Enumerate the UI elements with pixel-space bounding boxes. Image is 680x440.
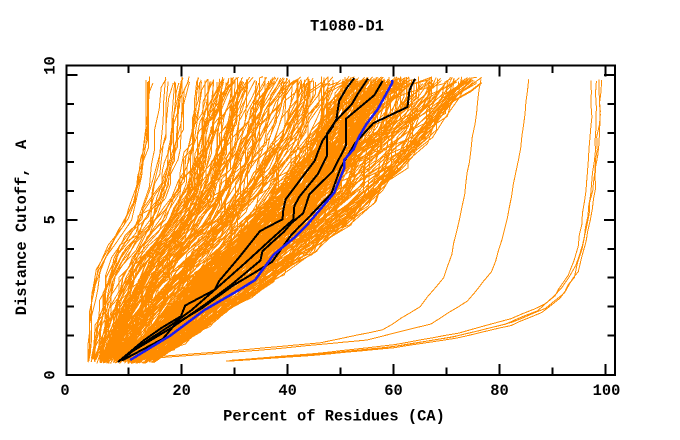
svg-text:100: 100 bbox=[593, 382, 621, 400]
svg-text:0: 0 bbox=[60, 382, 69, 400]
svg-text:60: 60 bbox=[384, 382, 402, 400]
svg-text:20: 20 bbox=[172, 382, 190, 400]
svg-text:5: 5 bbox=[42, 215, 60, 224]
svg-text:Percent of Residues (CA): Percent of Residues (CA) bbox=[223, 408, 445, 426]
svg-text:10: 10 bbox=[42, 56, 60, 74]
svg-text:T1080-D1: T1080-D1 bbox=[310, 18, 384, 36]
svg-text:Distance Cutoff, A: Distance Cutoff, A bbox=[13, 139, 31, 315]
svg-text:0: 0 bbox=[42, 370, 60, 379]
svg-text:40: 40 bbox=[278, 382, 296, 400]
svg-text:80: 80 bbox=[490, 382, 508, 400]
